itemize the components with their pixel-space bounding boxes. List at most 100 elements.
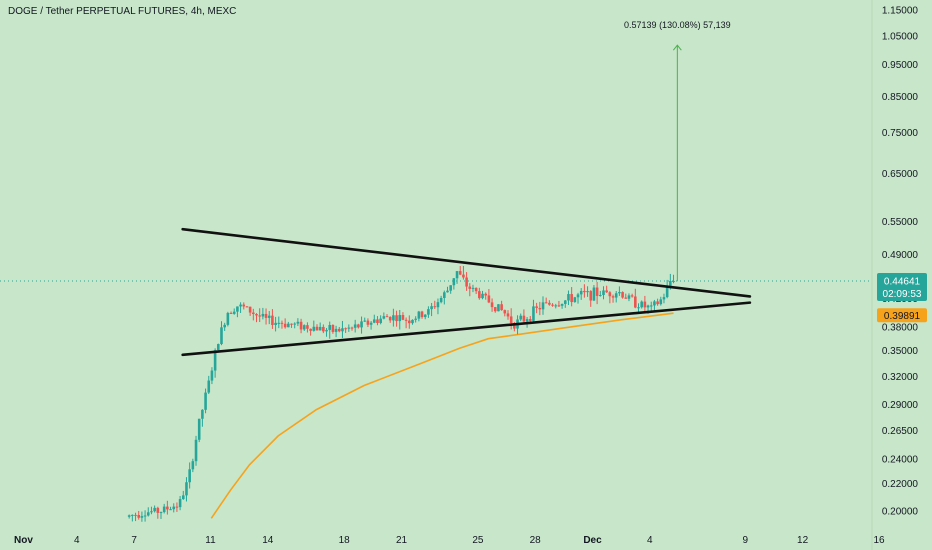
- candle-body: [143, 515, 147, 517]
- x-tick-label: Nov: [14, 535, 33, 546]
- candle-body: [146, 512, 150, 516]
- y-tick-label: 0.55000: [882, 217, 919, 228]
- candle-body: [452, 278, 456, 286]
- candle-body: [427, 309, 430, 315]
- candle-body: [567, 294, 570, 301]
- candle-body: [500, 304, 503, 311]
- candle-body: [411, 319, 414, 324]
- y-tick-label: 1.15000: [882, 6, 919, 17]
- candle-body: [640, 301, 643, 308]
- candle-body: [630, 295, 634, 297]
- candle-body: [264, 313, 268, 318]
- candle-body: [172, 506, 176, 510]
- candle-body: [315, 326, 319, 331]
- candle-body: [385, 316, 389, 318]
- y-tick-label: 0.38000: [882, 323, 919, 334]
- candle-body: [404, 319, 408, 321]
- candle-body: [360, 321, 363, 328]
- candle-body: [465, 277, 468, 287]
- candle-body: [166, 506, 169, 510]
- candle-body: [290, 323, 293, 325]
- y-tick-label: 0.35000: [882, 346, 919, 357]
- candle-body: [408, 320, 411, 324]
- y-tick-label: 0.22000: [882, 479, 919, 490]
- candle-body: [398, 315, 402, 322]
- candle-body: [137, 514, 141, 518]
- candle-body: [357, 324, 360, 328]
- candle-body: [513, 323, 516, 329]
- candle-body: [140, 516, 144, 518]
- candle-body: [551, 304, 554, 306]
- candle-body: [624, 297, 628, 299]
- candle-body: [557, 305, 561, 307]
- candle-body: [662, 297, 666, 300]
- candle-body: [490, 302, 494, 308]
- candle-body: [487, 295, 491, 303]
- candle-body: [538, 307, 542, 310]
- candle-body: [213, 350, 217, 371]
- candle-body: [669, 281, 672, 286]
- candle-body: [570, 294, 573, 303]
- countdown-timer: 02:09:53: [883, 289, 922, 300]
- candle-body: [242, 304, 246, 307]
- candle-body: [468, 286, 472, 289]
- y-tick-label: 0.65000: [882, 169, 919, 180]
- candle-body: [433, 306, 437, 308]
- candle-body: [637, 307, 640, 309]
- candle-body: [439, 297, 443, 303]
- candle-body: [579, 290, 583, 295]
- candle-body: [369, 322, 373, 325]
- x-tick-label: 4: [74, 535, 80, 546]
- trendline-lower[interactable]: [181, 301, 752, 357]
- candle-body: [618, 292, 621, 294]
- y-tick-label: 0.29000: [882, 400, 919, 411]
- trendline-upper[interactable]: [181, 227, 752, 298]
- candle-body: [455, 271, 459, 279]
- candle-body: [519, 315, 523, 320]
- candle-body: [220, 327, 223, 345]
- y-tick-label: 0.26500: [882, 426, 919, 437]
- x-tick-label: 18: [339, 535, 351, 546]
- candle-body: [363, 320, 367, 322]
- candle-body: [602, 290, 605, 296]
- candle-body: [376, 319, 379, 324]
- candle-body: [328, 324, 332, 330]
- candle-body: [522, 315, 526, 322]
- candle-body: [646, 305, 650, 308]
- candle-body: [423, 314, 427, 318]
- candle-body: [420, 311, 424, 318]
- candle-body: [509, 316, 513, 324]
- candle-body: [337, 328, 341, 332]
- x-tick-label: Dec: [583, 535, 602, 546]
- moving-average-tag: [877, 308, 927, 323]
- candle-body: [592, 287, 596, 301]
- candle-body: [350, 327, 354, 329]
- candle-body: [560, 303, 564, 306]
- candle-body: [347, 327, 351, 329]
- candle-body: [478, 291, 481, 299]
- y-tick-label: 0.32000: [882, 372, 919, 383]
- candle-body: [611, 296, 615, 298]
- chart-title: DOGE / Tether PERPETUAL FUTURES, 4h, MEX…: [8, 6, 237, 17]
- candle-body: [131, 514, 134, 516]
- candle-body: [608, 292, 612, 297]
- candle-body: [458, 271, 462, 275]
- candle-body: [226, 312, 230, 325]
- y-tick-label: 0.49000: [882, 250, 919, 261]
- candle-body: [665, 285, 669, 298]
- candle-body: [372, 319, 376, 323]
- candle-body: [379, 318, 382, 324]
- candle-body: [401, 315, 405, 320]
- candle-body: [392, 315, 395, 321]
- candle-body: [573, 297, 577, 303]
- candle-body: [197, 418, 201, 440]
- candle-body: [229, 312, 233, 314]
- candle-body: [191, 461, 195, 470]
- projection-arrow-head: [672, 44, 682, 51]
- candle-body: [296, 321, 300, 324]
- candle-body: [576, 294, 580, 298]
- candle-body: [627, 295, 631, 299]
- candle-body: [239, 304, 242, 307]
